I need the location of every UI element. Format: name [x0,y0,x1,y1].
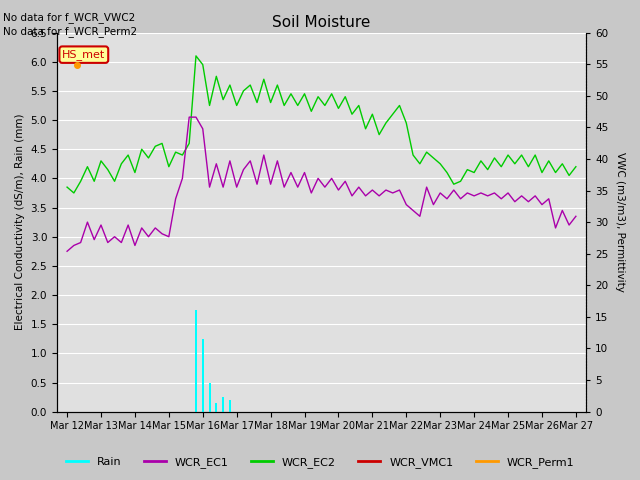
Bar [195,310,197,412]
Title: Soil Moisture: Soil Moisture [272,15,371,30]
Legend: Rain, WCR_EC1, WCR_EC2, WCR_VMC1, WCR_Perm1: Rain, WCR_EC1, WCR_EC2, WCR_VMC1, WCR_Pe… [61,452,579,472]
Bar [209,383,211,412]
Bar [229,400,231,412]
Bar [222,397,224,412]
Y-axis label: VWC (m3/m3), Permittivity: VWC (m3/m3), Permittivity [615,152,625,292]
Bar [202,339,204,412]
Y-axis label: Electrical Conductivity (dS/m), Rain (mm): Electrical Conductivity (dS/m), Rain (mm… [15,114,25,330]
Bar [215,403,218,412]
Text: No data for f_WCR_Perm2: No data for f_WCR_Perm2 [3,26,138,37]
Text: No data for f_WCR_VWC2: No data for f_WCR_VWC2 [3,12,136,23]
Text: HS_met: HS_met [62,49,106,60]
